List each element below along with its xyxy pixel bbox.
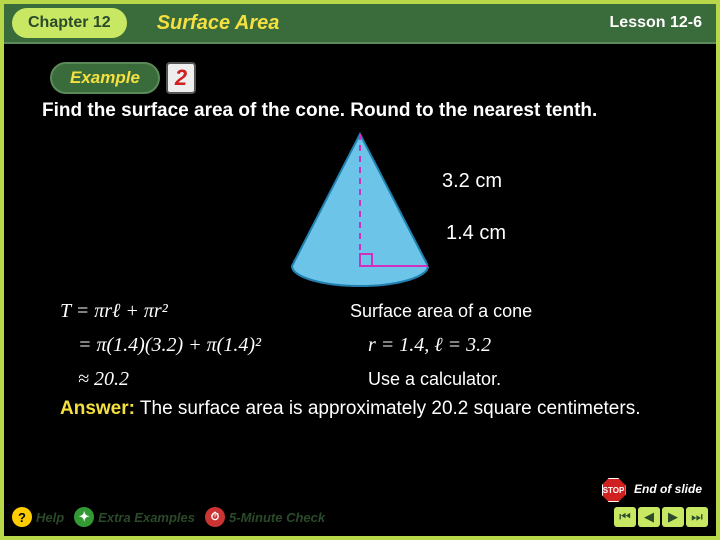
nav-prev-button[interactable]: ◀ [638,507,660,527]
slide-frame: Chapter 12 Surface Area Lesson 12-6 Exam… [0,0,720,540]
cone-svg [260,126,460,292]
answer-text: The surface area is approximately 20.2 s… [140,398,641,419]
formula-result: ≈ 20.2 [78,364,368,394]
chapter-pill: Chapter 12 [12,8,127,38]
nav-last-button[interactable]: ⏭ [686,507,708,527]
answer-row: Answer: The surface area is approximatel… [60,398,686,420]
example-header: Example 2 [50,62,716,94]
header-bar: Chapter 12 Surface Area Lesson 12-6 [4,4,716,44]
extra-label: Extra Examples [98,510,195,525]
lesson-label: Lesson 12-6 [610,14,702,32]
extra-icon: ✦ [74,507,94,527]
five-label: 5-Minute Check [229,510,325,525]
nav-controls: ⏮ ◀ ▶ ⏭ [614,507,708,527]
unit-title: Surface Area [157,12,610,35]
help-icon: ? [12,507,32,527]
problem-text: Find the surface area of the cone. Round… [42,100,686,122]
clock-icon: ⏱ [205,507,225,527]
nav-first-button[interactable]: ⏮ [614,507,636,527]
expl-subst: r = 1.4, ℓ = 3.2 [368,330,491,360]
formula-general: T = πrℓ + πr² [60,296,350,326]
formula-subst: = π(1.4)(3.2) + π(1.4)² [78,330,368,360]
expl-calc: Use a calculator. [368,366,501,393]
radius-measure: 1.4 cm [446,222,506,245]
stop-icon: STOP [602,478,626,502]
footer-bar: ? Help ✦ Extra Examples ⏱ 5-Minute Check… [4,502,716,532]
example-pill: Example [50,62,160,94]
content-area: Find the surface area of the cone. Round… [4,100,716,420]
work-steps: T = πrℓ + πr² Surface area of a cone = π… [34,296,686,394]
expl-general: Surface area of a cone [350,298,532,325]
slant-measure: 3.2 cm [442,170,502,193]
five-minute-button[interactable]: ⏱ 5-Minute Check [205,507,325,527]
end-label: End of slide [634,482,702,496]
nav-next-button[interactable]: ▶ [662,507,684,527]
example-number: 2 [166,62,196,94]
answer-label: Answer: [60,398,135,419]
extra-examples-button[interactable]: ✦ Extra Examples [74,507,195,527]
help-label: Help [36,510,64,525]
cone-diagram: 3.2 cm 1.4 cm [34,126,686,292]
help-button[interactable]: ? Help [12,507,64,527]
end-of-slide: STOP End of slide [602,478,702,502]
